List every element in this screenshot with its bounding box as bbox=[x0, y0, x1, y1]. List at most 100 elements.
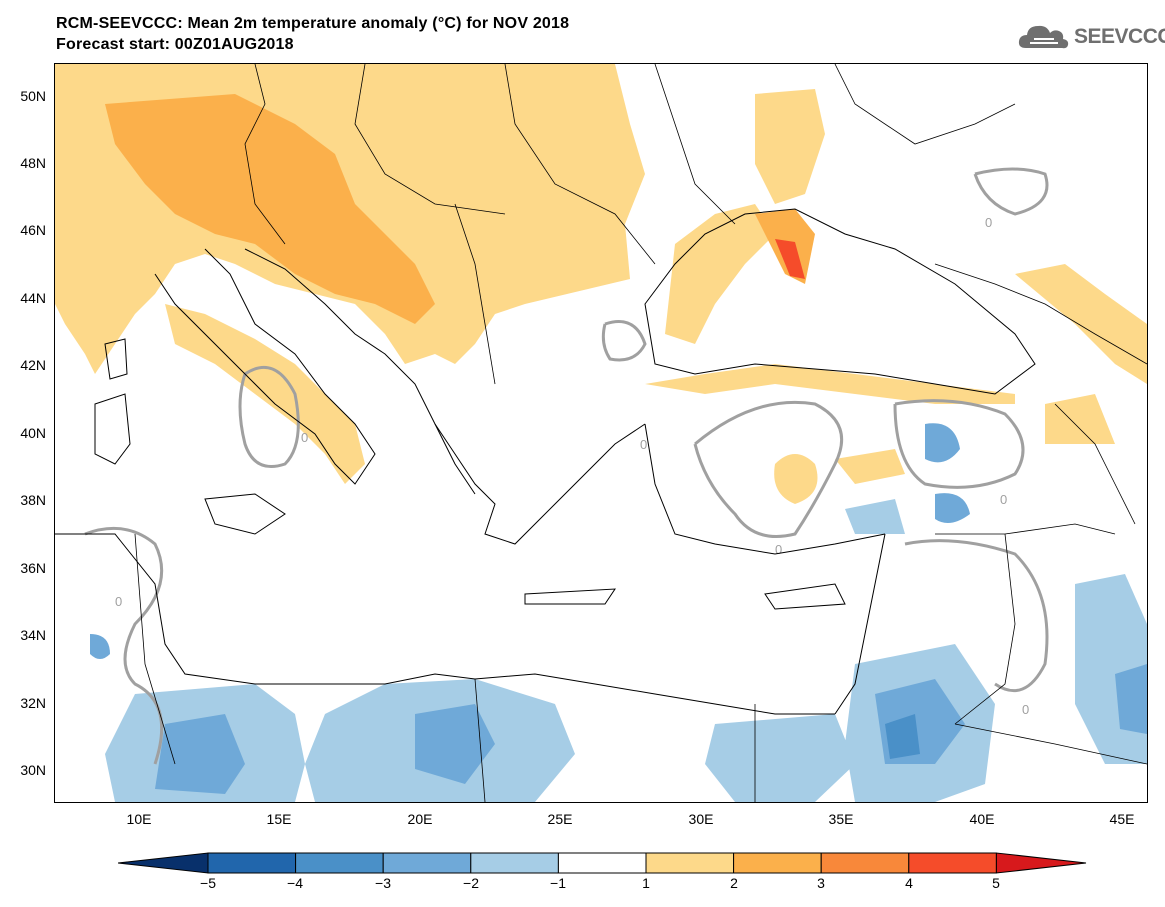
cold-anomaly-areas bbox=[90, 423, 1147, 802]
colorbar-label: −3 bbox=[375, 875, 391, 891]
colorbar-label: −1 bbox=[550, 875, 566, 891]
contour-labels: 0 0 0 0 0 0 0 bbox=[115, 215, 1029, 717]
contour-line bbox=[601, 320, 647, 362]
colorbar-segment bbox=[820, 852, 910, 874]
colorbar-arrow-high bbox=[995, 852, 1087, 874]
border-line bbox=[244, 64, 286, 245]
warm-area-ukraine bbox=[755, 89, 825, 204]
zero-contours bbox=[84, 167, 1049, 765]
contour-label: 0 bbox=[301, 430, 308, 445]
colorbar-label: 3 bbox=[817, 875, 825, 891]
contour-label: 0 bbox=[1000, 492, 1007, 507]
country-borders bbox=[134, 64, 1147, 802]
colorbar-segment bbox=[207, 852, 297, 874]
border-line bbox=[954, 533, 1016, 725]
map-panel: 0 0 0 0 0 0 0 bbox=[54, 63, 1148, 803]
border-line bbox=[834, 64, 1016, 145]
cold-area-turkey-3 bbox=[845, 499, 905, 534]
border-line bbox=[454, 203, 496, 385]
coastline-corsica bbox=[104, 338, 128, 380]
lat-label-50n: 50N bbox=[20, 88, 46, 104]
cold-area-iraq-core bbox=[1115, 664, 1147, 734]
contour-line bbox=[693, 400, 844, 538]
anomaly-map: 0 0 0 0 0 0 0 bbox=[55, 64, 1147, 802]
cloud-icon bbox=[1018, 25, 1069, 49]
coastline-black-sea bbox=[644, 208, 1036, 395]
warm-area-turkey-north bbox=[645, 364, 1015, 404]
colorbar-label: 5 bbox=[992, 875, 1000, 891]
contour-line bbox=[904, 539, 1049, 693]
border-line bbox=[134, 533, 176, 765]
lat-label-46n: 46N bbox=[20, 222, 46, 238]
contour-line bbox=[84, 526, 164, 765]
lon-label-40e: 40E bbox=[969, 811, 995, 827]
lat-label-30n: 30N bbox=[20, 762, 46, 778]
coastline-cyprus bbox=[764, 583, 846, 610]
warm-anomaly-areas bbox=[55, 64, 1147, 504]
lat-label-42n: 42N bbox=[20, 357, 46, 373]
coastline-sardinia bbox=[94, 393, 131, 465]
border-line bbox=[474, 678, 486, 802]
lon-label-45e: 45E bbox=[1109, 811, 1135, 827]
coastline-levant bbox=[834, 533, 886, 715]
coastline-greece bbox=[434, 423, 646, 545]
coastline-italy bbox=[154, 248, 376, 485]
contour-label: 0 bbox=[1022, 702, 1029, 717]
colorbar-label: 2 bbox=[730, 875, 738, 891]
lon-label-35e: 35E bbox=[828, 811, 854, 827]
cold-area-libya-west-core bbox=[155, 714, 245, 794]
seevccc-logo: SEEVCCC bbox=[1018, 22, 1165, 52]
coastline-adriatic bbox=[244, 248, 476, 495]
colorbar-segment bbox=[645, 852, 735, 874]
warm-area-anatolia-2 bbox=[835, 449, 905, 484]
colorbar bbox=[118, 852, 1087, 874]
forecast-start: Forecast start: 00Z01AUG2018 bbox=[56, 36, 294, 53]
cold-area-jordan-peak bbox=[885, 714, 920, 759]
colorbar-segment bbox=[382, 852, 472, 874]
lat-label-34n: 34N bbox=[20, 627, 46, 643]
lon-label-10e: 10E bbox=[126, 811, 152, 827]
border-line bbox=[654, 64, 736, 225]
cold-area-libya-east-core bbox=[415, 704, 495, 784]
chart-title: RCM-SEEVCCC: Mean 2m temperature anomaly… bbox=[56, 15, 570, 32]
colorbar-segment bbox=[295, 852, 384, 874]
contour-label: 0 bbox=[640, 437, 647, 452]
lat-label-38n: 38N bbox=[20, 492, 46, 508]
border-line bbox=[504, 64, 656, 265]
border-line bbox=[354, 64, 506, 215]
warm-area-caucasus bbox=[1015, 264, 1147, 384]
border-line bbox=[935, 523, 1116, 535]
lon-label-15e: 15E bbox=[266, 811, 292, 827]
border-line bbox=[954, 723, 1147, 765]
warm-area-east-turkey bbox=[1045, 394, 1115, 444]
contour-label: 0 bbox=[775, 542, 782, 557]
lat-label-40n: 40N bbox=[20, 425, 46, 441]
contour-label: 0 bbox=[115, 594, 122, 609]
colorbar-segment bbox=[470, 852, 559, 874]
colorbar-label: −4 bbox=[287, 875, 303, 891]
lat-label-36n: 36N bbox=[20, 560, 46, 576]
lat-label-44n: 44N bbox=[20, 290, 46, 306]
warm-area-crimea-peak bbox=[775, 239, 805, 279]
warm-area-anatolia-1 bbox=[774, 454, 818, 504]
lat-label-48n: 48N bbox=[20, 155, 46, 171]
colorbar-arrow-low bbox=[118, 852, 209, 874]
coastline-crete bbox=[524, 588, 616, 605]
contour-line bbox=[973, 167, 1049, 216]
warm-area-alps-core bbox=[105, 94, 435, 324]
colorbar-label: −2 bbox=[463, 875, 479, 891]
lon-label-30e: 30E bbox=[688, 811, 714, 827]
colorbar-label: 1 bbox=[642, 875, 650, 891]
border-line bbox=[1054, 403, 1136, 525]
cold-area-turkey-1 bbox=[925, 423, 960, 463]
contour-line bbox=[893, 399, 1025, 489]
coastline-sicily bbox=[204, 493, 286, 535]
coastlines bbox=[55, 208, 1036, 715]
cold-area-egypt-sinai bbox=[705, 714, 855, 802]
lon-label-25e: 25E bbox=[547, 811, 573, 827]
colorbar-segment bbox=[733, 852, 822, 874]
contour-label: 0 bbox=[985, 215, 992, 230]
cold-area-turkey-2 bbox=[935, 493, 970, 523]
colorbar-segments bbox=[118, 852, 1087, 874]
logo-text: SEEVCCC bbox=[1074, 25, 1165, 48]
